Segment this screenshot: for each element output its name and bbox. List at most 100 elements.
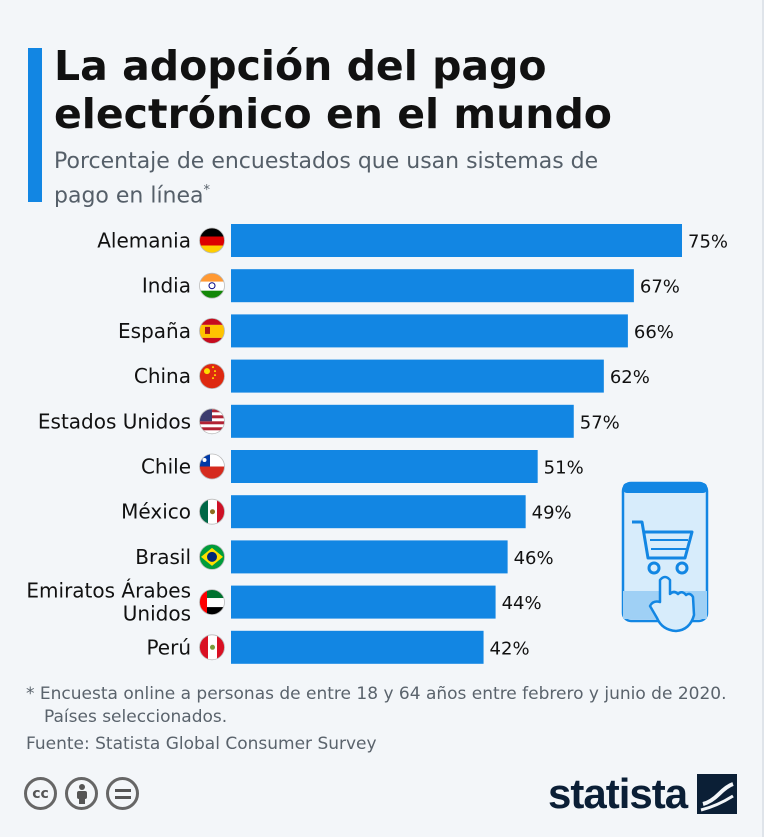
flag-fill [199,318,225,344]
category-label: India [142,274,191,298]
flag-part [199,273,225,282]
footnote-line-2: Países seleccionados. [44,707,228,727]
value-label: 49% [532,503,572,524]
value-label: 75% [688,232,728,253]
statista-logo[interactable]: statista [548,770,738,818]
value-label: 51% [544,458,584,479]
flag-outline [199,363,225,390]
category-label: China [134,364,191,388]
value-label: 57% [580,412,620,433]
bar [231,359,604,393]
bars-group: 75% Alemania 67% India 66% España 62% China 57% E… [26,224,728,664]
license-icons: cc [24,777,139,810]
flag-part [217,499,225,525]
flag-mexico-icon [199,498,225,525]
flag-fill [199,273,225,299]
bar [231,630,484,664]
flag-chile-icon [199,453,225,480]
flag-part [199,607,225,615]
footnote-line-1: * Encuesta online a personas de entre 18… [26,684,727,704]
footnote: * Encuesta online a personas de entre 18… [26,683,746,729]
subtitle-text: Porcentaje de encuestados que usan siste… [54,149,599,209]
flag-fill [199,363,225,389]
flag-part [205,326,210,334]
flag-outline [199,498,225,525]
bar [231,540,508,574]
flag-peru-icon [199,634,225,661]
category-label: México [121,500,191,524]
cc-icon[interactable]: cc [24,777,57,810]
flag-part [199,466,225,479]
flag-part [199,589,207,615]
flag-part [207,551,217,562]
flag-outline [199,543,225,570]
category-label: Alemania [97,229,191,253]
bar [231,495,526,529]
value-label: 46% [514,548,554,569]
flag-outline [199,272,225,299]
flag-part [199,318,225,325]
flag-outline [199,318,225,344]
flag-part [199,421,225,425]
flag-part [199,324,225,338]
statista-mark-icon [697,774,738,814]
category-label: Estados Unidos [38,409,191,433]
attribution-icon[interactable] [65,777,98,810]
flag-part [199,363,225,389]
category-label: Brasil [135,545,191,569]
flag-spain-icon [199,318,225,344]
flag-china-icon [199,363,225,390]
flag-outline [199,227,225,254]
value-label: 66% [634,322,674,343]
flag-part [199,281,225,291]
flag-india-icon [199,272,225,299]
flag-brazil-icon [199,543,225,570]
smartphone-shopping-cart-icon [621,481,709,633]
flag-part [199,427,225,431]
category-label: Chile [141,455,191,479]
flag-part [199,337,225,344]
category-label: Unidos [123,602,191,626]
source-text: Fuente: Statista Global Consumer Survey [26,734,377,754]
flag-part [210,509,215,515]
flag-part [212,377,214,380]
flag-part [202,458,207,462]
flag-part [199,634,208,660]
bar [231,314,628,348]
flag-fill [199,408,225,434]
category-label: España [118,319,191,343]
category-label: Emiratos Árabes [26,579,191,603]
value-label: 62% [610,367,650,388]
chart-title: La adopción del pago electrónico en el m… [54,42,612,138]
flag-uae-icon [199,589,225,616]
flag-part [199,499,208,525]
value-label: 67% [640,277,680,298]
chart-subtitle: Porcentaje de encuestados que usan siste… [54,147,654,210]
flag-germany-icon [199,227,225,254]
flag-fill [199,228,225,253]
flag-part [199,228,225,237]
flag-fill [199,589,225,615]
flag-part [199,290,225,299]
no-derivatives-icon[interactable] [106,777,139,810]
flag-part [204,368,210,375]
flag-part [199,245,225,253]
flag-outline [199,589,225,616]
flag-part [199,598,225,608]
flag-fill [199,454,225,479]
subtitle-footnote-mark: * [203,183,211,198]
bar [231,585,496,619]
flag-outline [199,453,225,480]
category-label: Perú [146,635,191,659]
flag-part [208,282,216,290]
flag-part [214,374,216,377]
flag-fill [199,634,225,660]
title-accent-bar [28,48,42,202]
flag-outline [199,634,225,661]
bar-chart: 75% Alemania 67% India 66% España 62% China 57% E… [26,224,728,664]
flag-part [217,634,225,660]
flag-fill [199,499,225,525]
flag-fill [199,544,225,570]
flag-part [210,644,215,650]
